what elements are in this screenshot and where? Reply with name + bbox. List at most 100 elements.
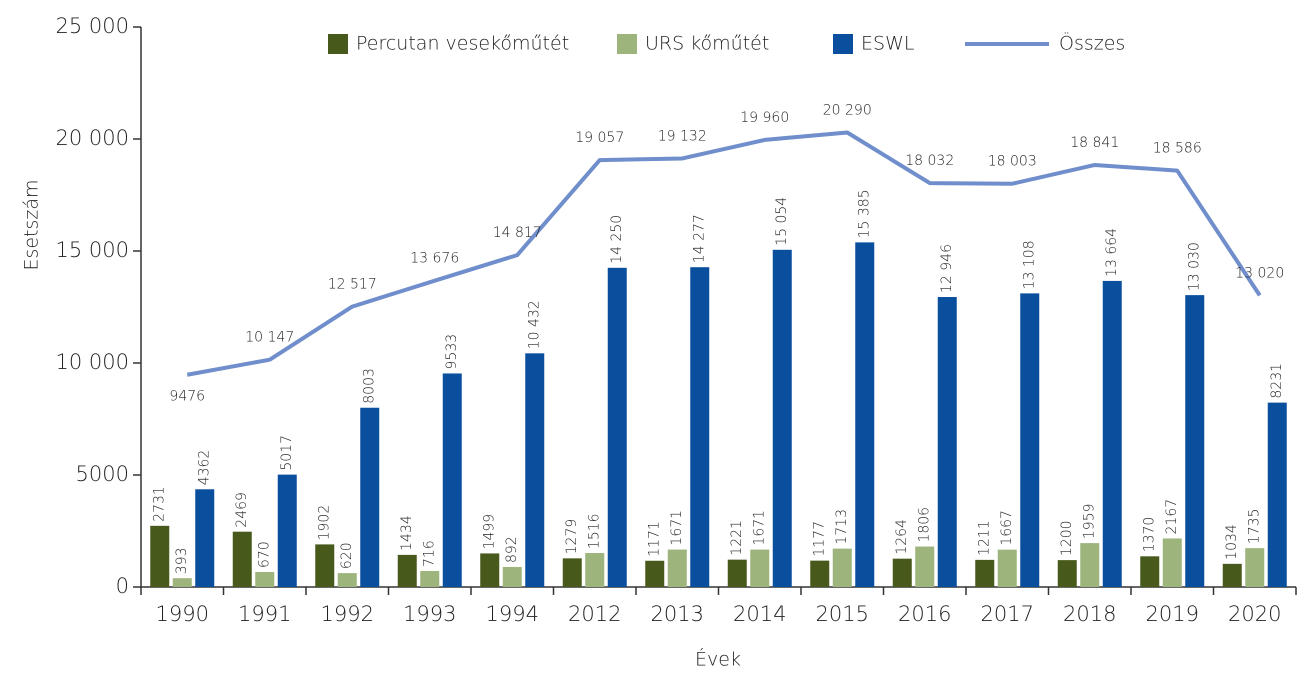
bar <box>915 546 935 587</box>
bar-label: 1671 <box>752 510 768 546</box>
bar <box>1162 538 1182 587</box>
bar-label: 1499 <box>482 514 498 550</box>
total-line <box>186 130 1262 377</box>
bar-label: 1959 <box>1082 503 1098 539</box>
x-tick-label: 2012 <box>568 602 621 626</box>
bar-label: 8231 <box>1269 363 1285 399</box>
bar-label: 1516 <box>587 513 603 549</box>
bar <box>232 531 252 587</box>
x-tick-label: 2017 <box>981 602 1034 626</box>
x-tick-label: 2015 <box>816 602 869 626</box>
bar-label: 2167 <box>1164 499 1180 535</box>
legend-swatch <box>617 34 637 54</box>
bar <box>195 489 215 587</box>
bar <box>1222 563 1242 587</box>
line-label: 18 841 <box>1070 135 1119 151</box>
x-axis-title: Évek <box>695 648 741 671</box>
bar <box>1267 402 1287 587</box>
line-label: 9476 <box>169 389 205 405</box>
line-label: 19 057 <box>575 130 624 146</box>
bar <box>667 549 687 587</box>
bar-label: 9533 <box>444 334 460 370</box>
bar <box>1057 560 1077 587</box>
bar <box>855 242 875 587</box>
bar <box>525 353 545 587</box>
bar <box>277 474 297 587</box>
bar-label: 1671 <box>669 510 685 546</box>
x-tick-label: 1990 <box>156 602 209 626</box>
bar <box>150 525 170 587</box>
line-label: 18 586 <box>1153 141 1202 157</box>
bar-label: 5017 <box>279 435 295 471</box>
bar-label: 15 054 <box>774 197 790 246</box>
bar <box>562 558 582 587</box>
bar-label: 12 946 <box>939 244 955 293</box>
bar-label: 1370 <box>1142 517 1158 553</box>
bar <box>892 558 912 587</box>
bar-label: 14 277 <box>692 214 708 263</box>
bar-label: 13 030 <box>1187 242 1203 291</box>
x-tick-label: 2020 <box>1228 602 1281 626</box>
bar-label: 8003 <box>362 368 378 404</box>
line-label: 12 517 <box>328 277 377 293</box>
y-tick-label: 0 <box>116 574 129 598</box>
bar <box>937 297 957 587</box>
bar <box>727 559 747 587</box>
legend-label: Percutan vesekőműtét <box>356 33 569 55</box>
bar <box>975 559 995 587</box>
x-tick-label: 2019 <box>1146 602 1199 626</box>
y-axis-title: Esetszám <box>21 179 43 270</box>
line-label: 10 147 <box>245 330 294 346</box>
line-label: 19 132 <box>658 128 707 144</box>
legend-swatch <box>833 34 853 54</box>
bar-label: 1211 <box>977 520 993 556</box>
bar-label: 14 250 <box>609 215 625 264</box>
bar-label: 1806 <box>917 507 933 543</box>
bar <box>442 373 462 587</box>
bar-label: 1171 <box>647 521 663 557</box>
bar <box>1245 548 1265 587</box>
bar <box>832 548 852 587</box>
line-label: 13 676 <box>410 251 459 267</box>
bar-label: 1434 <box>399 515 415 551</box>
bar <box>607 267 627 587</box>
bar <box>255 571 275 587</box>
bar-label: 13 108 <box>1022 240 1038 289</box>
bar <box>1080 543 1100 587</box>
y-tick-label: 15 000 <box>56 238 129 262</box>
bar-label: 1713 <box>834 509 850 545</box>
bar-label: 1221 <box>729 520 745 556</box>
y-tick-label: 20 000 <box>56 126 129 150</box>
bar <box>420 570 440 587</box>
bar <box>1185 295 1205 587</box>
bar-label: 1177 <box>812 521 828 557</box>
bar-label: 13 664 <box>1104 228 1120 277</box>
legend-label: ESWL <box>861 33 914 55</box>
bar <box>1102 280 1122 587</box>
x-tick-label: 2014 <box>733 602 786 626</box>
bar-label: 10 432 <box>527 300 543 349</box>
x-tick-label: 2018 <box>1063 602 1116 626</box>
bar-label: 1902 <box>317 505 333 541</box>
legend-label: URS kőműtét <box>645 33 769 55</box>
x-tick-label: 1991 <box>238 602 291 626</box>
legend-label: Összes <box>1059 32 1125 55</box>
line-label: 19 960 <box>740 110 789 126</box>
bar <box>315 544 335 587</box>
bar-label: 620 <box>339 542 355 569</box>
x-tick-label: 1993 <box>403 602 456 626</box>
bar <box>502 567 522 587</box>
bar-label: 1279 <box>564 519 580 555</box>
bar <box>645 560 665 587</box>
legend-swatch <box>328 34 348 54</box>
bar <box>750 549 770 587</box>
bar-label: 15 385 <box>857 189 873 238</box>
y-tick-label: 10 000 <box>56 350 129 374</box>
bar-label: 4362 <box>197 450 213 486</box>
bar <box>1020 293 1040 587</box>
bar <box>337 573 357 587</box>
bar <box>810 560 830 587</box>
y-tick-label: 25 000 <box>56 14 129 38</box>
bar <box>1140 556 1160 587</box>
